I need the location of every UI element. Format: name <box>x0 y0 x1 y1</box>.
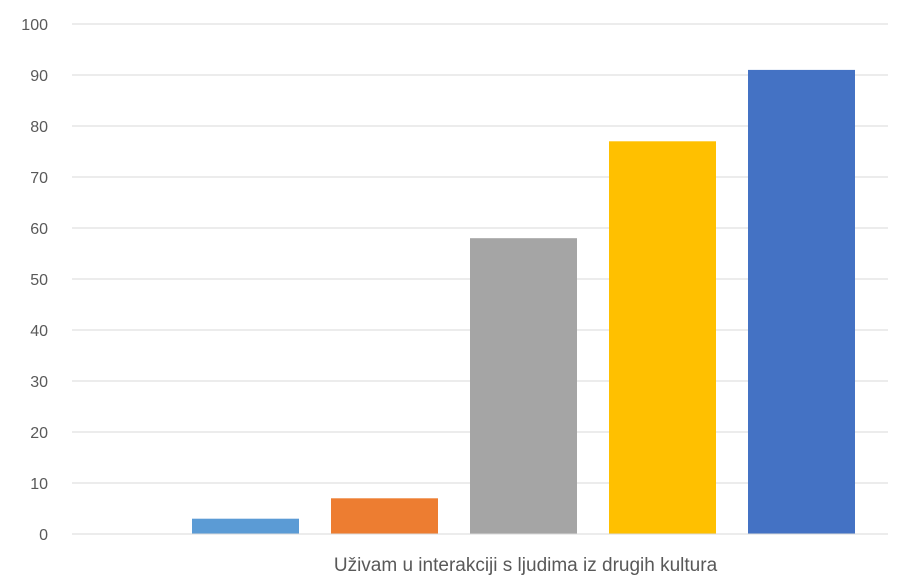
y-tick-label: 60 <box>30 221 48 238</box>
bar-series-5 <box>748 69 855 535</box>
bar-series-2 <box>331 498 438 534</box>
y-tick-label: 70 <box>30 170 48 187</box>
y-tick-label: 40 <box>30 323 48 340</box>
bar-group <box>192 69 855 535</box>
y-tick-label: 30 <box>30 374 48 391</box>
bar-series-4 <box>609 141 716 535</box>
y-tick-label: 20 <box>30 425 48 442</box>
y-tick-label: 90 <box>30 68 48 85</box>
y-axis-tick-labels: 0 10 20 30 40 50 60 70 80 90 100 <box>21 17 48 544</box>
y-tick-label: 50 <box>30 272 48 289</box>
y-tick-label: 10 <box>30 476 48 493</box>
bar-series-1 <box>192 518 299 534</box>
y-tick-label: 0 <box>39 527 48 544</box>
y-tick-label: 80 <box>30 119 48 136</box>
bar-series-3 <box>470 238 577 534</box>
y-tick-label: 100 <box>21 17 48 34</box>
x-axis-category-label: Uživam u interakciji s ljudima iz drugih… <box>334 555 718 576</box>
